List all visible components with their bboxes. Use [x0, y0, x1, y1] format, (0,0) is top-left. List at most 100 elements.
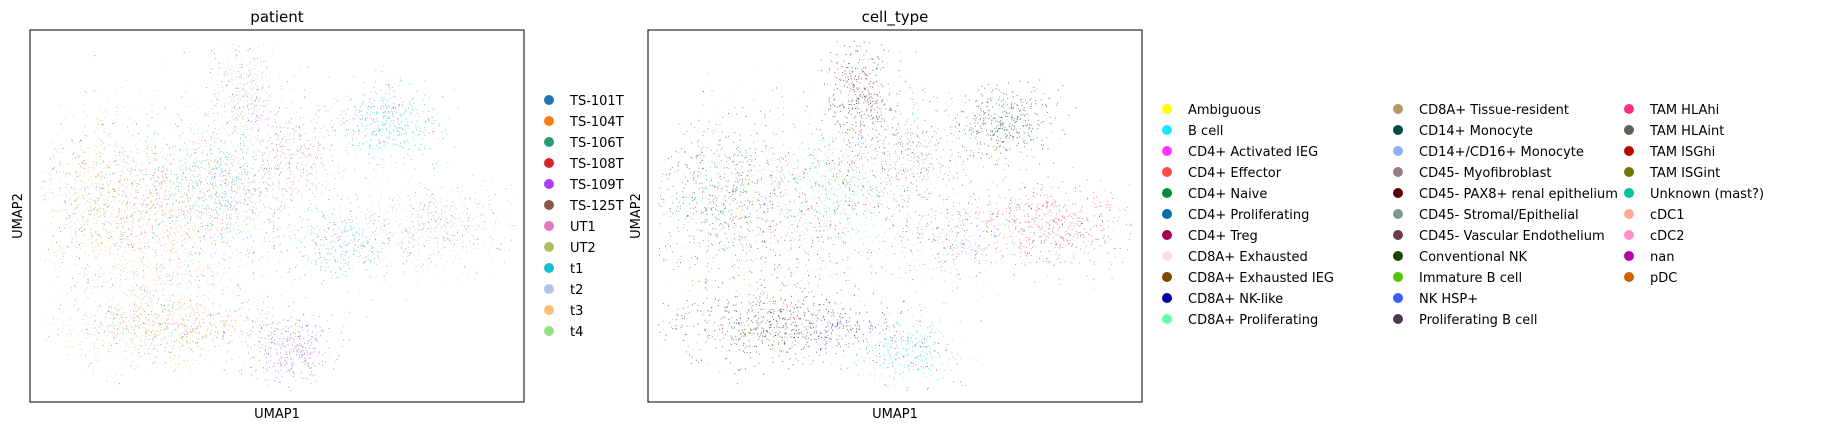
cell-type-legend-label: CD45- PAX8+ renal epithelium [1419, 187, 1618, 202]
cell-type-legend-item: Ambiguous [1162, 103, 1261, 118]
cell-type-point-group [669, 40, 1116, 351]
cell-type-legend-marker [1162, 230, 1172, 240]
cell-type-legend-item: CD45- Myofibroblast [1393, 166, 1551, 181]
cell-type-point-group [678, 51, 1120, 355]
cell-type-legend-label: CD4+ Effector [1188, 166, 1282, 181]
patient-legend-marker [544, 116, 554, 126]
cell-type-legend-item: CD8A+ Exhausted [1162, 250, 1308, 265]
patient-legend-marker [544, 326, 554, 336]
cell-type-legend-item: CD8A+ Tissue-resident [1393, 103, 1569, 118]
patient-legend-item: TS-101T [544, 94, 624, 109]
cell-type-legend-marker [1162, 167, 1172, 177]
cell-type-legend-label: cDC2 [1650, 229, 1685, 244]
cell-type-legend-label: CD45- Myofibroblast [1419, 166, 1551, 181]
patient-point-group [48, 48, 499, 383]
cell-type-legend-marker [1393, 251, 1403, 261]
patient-point-group [43, 50, 494, 371]
patient-legend-label: UT1 [570, 220, 596, 235]
patient-ylabel: UMAP2 [11, 193, 26, 239]
cell-type-point-group [662, 62, 1070, 376]
cell-type-point-group [665, 75, 1074, 388]
patient-scatter-points [40, 41, 515, 391]
cell-type-legend-label: CD45- Vascular Endothelium [1419, 229, 1605, 244]
cell-type-point-group [659, 90, 1069, 390]
cell-type-legend-item: CD4+ Effector [1162, 166, 1282, 181]
patient-legend-item: UT1 [544, 220, 596, 235]
patient-point-group [45, 67, 493, 377]
cell-type-legend-label: TAM HLAhi [1649, 103, 1719, 118]
cell-type-point-group [669, 75, 1132, 348]
patient-title: patient [250, 8, 303, 26]
cell-type-legend-item: CD8A+ Exhausted IEG [1162, 271, 1334, 286]
patient-legend-label: TS-125T [569, 199, 624, 214]
cell-type-legend-marker [1393, 293, 1403, 303]
cell-type-point-group [662, 59, 1121, 366]
cell-type-legend-marker [1624, 104, 1634, 114]
cell-type-legend-item: CD4+ Treg [1162, 229, 1258, 244]
cell-type-legend-item: Proliferating B cell [1393, 313, 1538, 328]
cell-type-legend-item: CD8A+ Proliferating [1162, 313, 1318, 328]
cell-type-legend-marker [1624, 272, 1634, 282]
cell-type-legend-marker [1162, 251, 1172, 261]
patient-xlabel: UMAP1 [254, 407, 300, 422]
cell-type-legend-label: NK HSP+ [1419, 292, 1478, 307]
patient-legend-label: TS-108T [569, 157, 624, 172]
cell-type-legend-item: cDC2 [1624, 229, 1685, 244]
cell-type-point-group [692, 60, 1113, 368]
cell-type-legend-marker [1393, 209, 1403, 219]
cell-type-legend-marker [1162, 293, 1172, 303]
cell-type-legend-label: CD14+ Monocyte [1419, 124, 1533, 139]
cell-type-legend-label: CD8A+ Exhausted IEG [1188, 271, 1334, 286]
patient-legend-marker [544, 200, 554, 210]
patient-legend-label: TS-101T [569, 94, 624, 109]
cell-type-legend-label: TAM HLAint [1649, 124, 1724, 139]
cell-type-legend-marker [1393, 188, 1403, 198]
cell-type-title: cell_type [862, 8, 929, 27]
cell-type-legend-marker [1624, 251, 1634, 261]
patient-legend-marker [544, 221, 554, 231]
cell-type-legend-item: CD45- Vascular Endothelium [1393, 229, 1605, 244]
cell-type-legend-item: TAM ISGint [1624, 166, 1720, 181]
cell-type-point-group [681, 45, 1077, 389]
cell-type-legend-label: Conventional NK [1419, 250, 1528, 265]
cell-type-legend-label: CD8A+ NK-like [1188, 292, 1283, 307]
cell-type-legend-label: B cell [1188, 124, 1223, 139]
cell-type-legend-item: Unknown (mast?) [1624, 187, 1764, 202]
patient-panel: patient UMAP1 UMAP2 TS-101T TS-104T TS-106… [11, 8, 624, 422]
cell-type-legend-label: CD4+ Treg [1188, 229, 1258, 244]
patient-point-group [52, 45, 512, 391]
patient-legend-item: t2 [544, 283, 583, 298]
cell-type-point-group [666, 95, 1067, 388]
patient-legend-item: TS-109T [544, 178, 624, 193]
cell-type-legend-item: nan [1624, 250, 1674, 265]
cell-type-legend-marker [1162, 314, 1172, 324]
patient-legend-item: UT2 [544, 241, 596, 256]
cell-type-legend-marker [1624, 167, 1634, 177]
patient-legend-marker [544, 137, 554, 147]
cell-type-legend-label: CD45- Stromal/Epithelial [1419, 208, 1579, 223]
cell-type-point-group [658, 69, 1100, 391]
patient-legend-label: TS-109T [569, 178, 624, 193]
patient-point-group [40, 69, 498, 381]
patient-axes-frame [29, 29, 525, 403]
patient-legend-marker [544, 95, 554, 105]
patient-legend-item: t1 [544, 262, 583, 277]
patient-legend-item: t4 [544, 325, 583, 340]
cell-type-legend-label: pDC [1650, 271, 1677, 286]
cell-type-legend-item: CD8A+ NK-like [1162, 292, 1283, 307]
cell-type-legend-marker [1393, 230, 1403, 240]
cell-type-point-group [667, 57, 1100, 360]
patient-legend-label: TS-104T [569, 115, 624, 130]
patient-point-group [42, 41, 515, 381]
cell-type-legend-label: Unknown (mast?) [1650, 187, 1764, 202]
cell-type-point-group [708, 54, 1081, 366]
patient-legend-label: TS-106T [569, 136, 624, 151]
cell-type-panel: cell_type UMAP1 UMAP2 Ambiguous B cell CD4… [629, 8, 1764, 422]
cell-type-legend-marker [1162, 188, 1172, 198]
cell-type-legend-marker [1393, 125, 1403, 135]
patient-point-group [50, 50, 496, 365]
cell-type-ylabel: UMAP2 [629, 193, 644, 239]
cell-type-point-group [687, 50, 1076, 386]
patient-legend-item: TS-108T [544, 157, 624, 172]
patient-legend-marker [544, 179, 554, 189]
